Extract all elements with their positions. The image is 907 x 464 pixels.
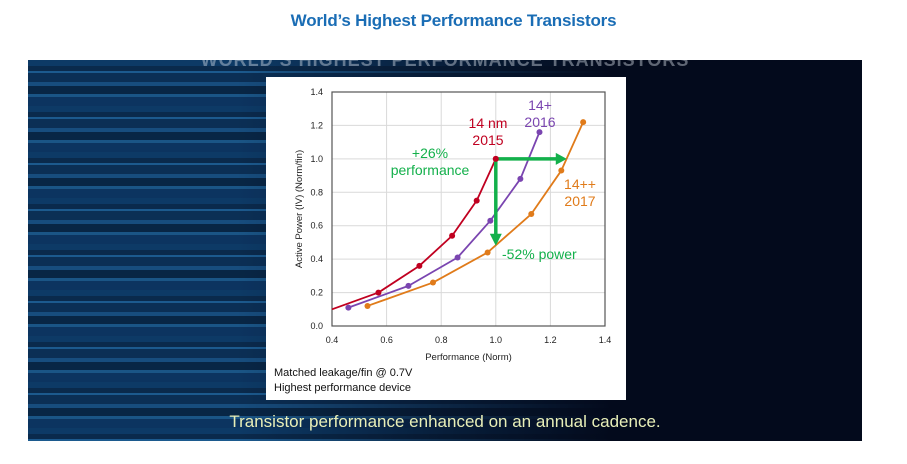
y-tick-label: 0.4	[310, 254, 323, 264]
series-label-14nm-2015: 2015	[472, 132, 503, 148]
x-tick-label: 1.0	[490, 335, 503, 345]
data-point	[528, 211, 535, 218]
arrow-down-icon	[489, 233, 502, 246]
performance-power-chart: 0.4 0.6 0.8 1.0 1.2 1.4 0.0 0.2 0.4 0.6 0.8 1.0 1.2 1…	[294, 87, 612, 363]
data-point	[449, 232, 456, 239]
data-point	[345, 304, 352, 311]
data-point	[454, 254, 461, 261]
plot-frame	[331, 91, 606, 327]
data-point	[430, 279, 437, 286]
y-tick-label: 0.8	[310, 187, 323, 197]
annotation-performance: +26%	[412, 145, 448, 161]
annotation-performance: performance	[391, 162, 470, 178]
y-tick-label: 0.2	[310, 288, 323, 298]
y-tick-label: 0.0	[310, 321, 323, 331]
data-point	[536, 129, 543, 136]
x-axis-label: Performance (Norm)	[425, 352, 512, 363]
y-tick-label: 1.2	[310, 120, 323, 130]
series-label-14plus-2016: 14+	[528, 97, 552, 113]
y-tick-label: 0.6	[310, 221, 323, 231]
arrow-right-icon	[555, 152, 567, 165]
x-tick-label: 1.4	[599, 335, 612, 345]
series-label-14plus-2016: 2016	[524, 114, 555, 130]
data-point	[364, 302, 371, 309]
series-line	[367, 121, 584, 307]
data-point	[487, 217, 494, 224]
data-point	[405, 282, 412, 289]
series-line	[331, 158, 497, 311]
x-tick-label: 0.8	[435, 335, 448, 345]
slide: WORLD’S HIGHEST PERFORMANCE TRANSISTORS …	[28, 60, 862, 441]
series-label-14nm-2015: 14 nm	[469, 115, 508, 131]
chart-note-leakage: Matched leakage/fin @ 0.7V	[274, 367, 413, 379]
slide-caption: Transistor performance enhanced on an an…	[229, 412, 661, 431]
data-point	[558, 167, 565, 174]
y-tick-label: 1.4	[310, 87, 323, 97]
chart-note-device: Highest performance device	[274, 382, 411, 394]
x-tick-label: 0.4	[326, 335, 339, 345]
x-tick-label: 1.2	[544, 335, 557, 345]
y-axis-label: Active Power (IV) (Norm/fin)	[294, 150, 305, 268]
data-point	[484, 249, 491, 256]
chart-card: 0.4 0.6 0.8 1.0 1.2 1.4 0.0 0.2 0.4 0.6 0.8 1.0 1.2 1…	[266, 77, 626, 400]
origin-point	[492, 155, 499, 162]
slide-ghost-title: WORLD’S HIGHEST PERFORMANCE TRANSISTORS	[200, 60, 690, 70]
data-point	[517, 175, 524, 182]
data-point	[375, 289, 382, 296]
data-point	[416, 262, 423, 269]
data-point	[580, 119, 587, 126]
data-point	[473, 197, 480, 204]
y-tick-label: 1.0	[310, 154, 323, 164]
series-line	[348, 131, 541, 309]
annotation-power: -52% power	[502, 246, 577, 262]
page-title: World’s Highest Performance Transistors	[290, 11, 617, 30]
x-tick-label: 0.6	[380, 335, 393, 345]
series-label-14plusplus-2017: 14++	[564, 176, 596, 192]
series-label-14plusplus-2017: 2017	[564, 193, 595, 209]
